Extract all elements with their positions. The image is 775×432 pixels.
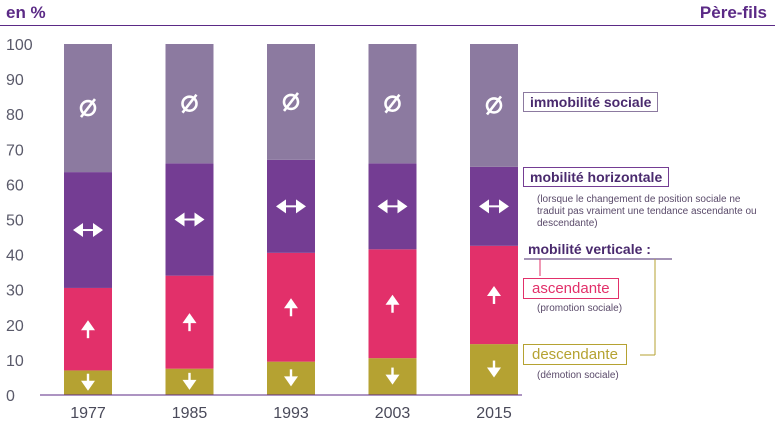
up-arrow-icon [487,285,501,304]
up-arrow-icon [385,294,400,313]
legend-mobilite-verticale: mobilité verticale : [528,241,651,257]
y-tick-label: 70 [6,142,24,159]
legend-ascendante: ascendante [523,278,619,299]
left-right-arrow-icon [276,199,306,214]
y-tick-label: 80 [6,107,24,124]
x-tick-label: 2015 [476,405,512,422]
empty-set-icon [485,95,503,116]
down-arrow-icon [385,367,400,385]
x-tick-label: 2003 [375,405,411,422]
down-arrow-icon [81,373,95,391]
unit-label: en % [6,3,46,22]
legend-descendante-note: (démotion sociale) [537,370,619,381]
chart-title: Père-fils [699,3,767,22]
up-arrow-icon [81,320,95,339]
left-right-arrow-icon [377,199,408,214]
y-tick-label: 50 [6,213,24,230]
down-arrow-icon [182,372,197,390]
empty-set-icon [282,92,300,112]
y-tick-label: 20 [6,318,24,335]
legend-horizontale-note: (lorsque le changement de position socia… [537,194,757,229]
y-tick-label: 100 [6,37,33,54]
left-right-arrow-icon [479,199,509,214]
empty-set-icon [79,98,97,118]
x-tick-label: 1977 [70,405,106,422]
x-tick-label: 1985 [172,405,208,422]
y-tick-label: 10 [6,353,24,370]
y-tick-label: 0 [6,388,15,405]
down-arrow-icon [284,369,298,387]
up-arrow-icon [284,298,298,317]
left-right-arrow-icon [174,212,205,227]
x-tick-label: 1993 [273,405,309,422]
left-right-arrow-icon [73,223,103,238]
up-arrow-icon [182,313,197,332]
legend-immobilite-sociale: immobilité sociale [523,92,659,112]
down-arrow-icon [487,360,501,378]
empty-set-icon [384,93,401,114]
y-tick-label: 30 [6,283,24,300]
empty-set-icon [181,93,198,114]
y-tick-label: 40 [6,248,24,265]
legend-mobilite-horizontale: mobilité horizontale [523,167,670,187]
legend-descendante: descendante [523,344,627,365]
legend-ascendante-note: (promotion sociale) [537,303,623,314]
header-divider [0,25,775,26]
y-tick-label: 90 [6,72,24,89]
y-tick-label: 60 [6,177,24,194]
